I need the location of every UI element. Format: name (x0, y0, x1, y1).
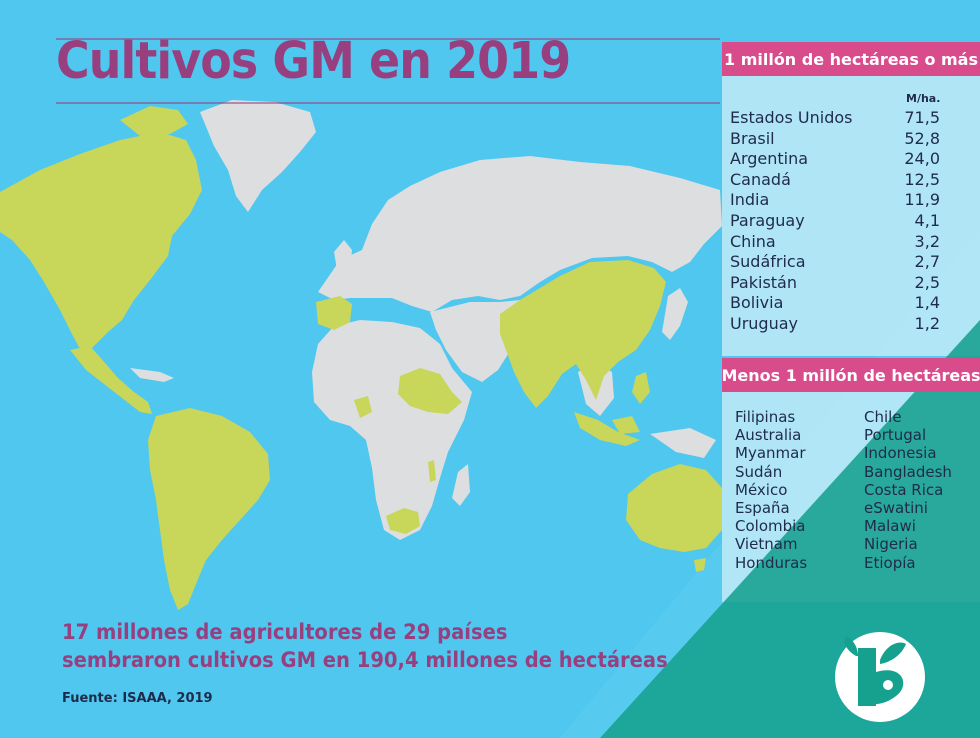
country-name: China (730, 231, 776, 251)
country-name: India (730, 190, 770, 210)
land-scandinavia (372, 190, 428, 262)
country-row: India 11,9 (730, 190, 940, 211)
country-row: Canadá 12,5 (730, 170, 940, 191)
unit-label: M/ha. (906, 92, 941, 105)
large-panel-header: 1 millón de hectáreas o más (722, 42, 980, 76)
country-name: Canadá (730, 169, 791, 189)
gm-australia (626, 464, 722, 552)
country-item: eSwatini (864, 499, 928, 518)
country-item: Myanmar (735, 444, 806, 463)
land-japan (662, 288, 688, 340)
country-row: China 3,2 (730, 232, 940, 253)
country-name: Sudáfrica (730, 252, 806, 272)
land-caribbean (130, 368, 174, 382)
large-country-list: Estados Unidos 71,5 Brasil 52,8 Argentina 24,… (730, 108, 940, 335)
hectares-value: 71,5 (904, 108, 940, 127)
large-panel-bg (722, 76, 980, 356)
country-row: Bolivia 1,4 (730, 293, 940, 314)
country-item: Chile (864, 408, 902, 426)
country-row: Estados Unidos 71,5 (730, 108, 940, 129)
country-row: Argentina 24,0 (730, 149, 940, 170)
country-item: Nigeria (864, 535, 918, 554)
page-title: Cultivos GM en 2019 (56, 32, 571, 91)
country-item: Indonesia (864, 444, 937, 463)
country-row: Pakistán 2,5 (730, 273, 940, 294)
small-country-list-col2: Chile Portugal Indonesia Bangladesh Costa Ri… (864, 408, 952, 572)
land-uk (334, 240, 352, 276)
hectares-value: 11,9 (904, 190, 940, 210)
land-new-guinea (650, 428, 716, 458)
small-panel-header: Menos 1 millón de hectáreas (721, 358, 980, 392)
gm-iberia (316, 296, 352, 330)
country-item: Vietnam (735, 535, 798, 554)
country-item: Sudán (735, 462, 783, 481)
country-name: Estados Unidos (730, 108, 853, 127)
country-item: México (735, 480, 788, 499)
gm-tasmania (694, 558, 706, 572)
country-item: Etiopía (864, 553, 916, 572)
gm-sudan-ethiopia (398, 368, 462, 414)
gm-south-africa (386, 508, 420, 534)
hectares-value: 24,0 (904, 149, 940, 169)
country-name: Pakistán (730, 272, 797, 292)
country-row: Paraguay 4,1 (730, 211, 940, 232)
land-madagascar (452, 464, 470, 506)
country-name: Paraguay (730, 210, 805, 230)
country-item: Portugal (864, 426, 927, 445)
country-row: Brasil 52,8 (730, 129, 940, 150)
gm-nigeria (354, 396, 372, 418)
gm-arctic-islands (120, 106, 188, 136)
gm-north-america (0, 132, 202, 356)
title-rule-bottom (56, 102, 720, 104)
footer-line-1: 17 millones de agricultores de 29 países (62, 620, 508, 644)
country-name: Argentina (730, 149, 809, 169)
hectares-value: 12,5 (904, 169, 940, 189)
country-item: Filipinas (735, 408, 796, 426)
gm-malawi (428, 460, 436, 482)
small-country-list-col1: Filipinas Australia Myanmar Sudán México Espa… (735, 408, 807, 572)
gm-philippines (632, 372, 650, 404)
country-item: Bangladesh (864, 462, 952, 481)
hectares-value: 1,2 (914, 313, 940, 333)
country-row: Uruguay 1,2 (730, 314, 940, 335)
hectares-value: 2,7 (914, 252, 940, 272)
hectares-value: 2,5 (914, 272, 940, 292)
hectares-value: 52,8 (904, 128, 940, 148)
gm-south-east-asia (500, 260, 666, 408)
country-item: Australia (735, 426, 802, 445)
gm-indonesia (574, 412, 640, 446)
country-item: España (735, 499, 790, 518)
country-name: Uruguay (730, 313, 798, 333)
country-row: Sudáfrica 2,7 (730, 252, 940, 273)
title-rule-top (56, 38, 720, 40)
country-item: Malawi (864, 517, 916, 536)
bio-leaf-b-logo (835, 632, 925, 722)
hectares-value: 4,1 (914, 210, 940, 230)
country-name: Brasil (730, 128, 775, 148)
gm-south-america (148, 408, 270, 610)
source-note: Fuente: ISAAA, 2019 (62, 691, 213, 706)
hectares-value: 3,2 (914, 231, 940, 251)
country-item: Colombia (735, 517, 806, 536)
hectares-value: 1,4 (914, 293, 940, 313)
country-name: Bolivia (730, 293, 784, 313)
country-item: Honduras (735, 553, 808, 572)
footer-line-2: sembraron cultivos GM en 190,4 millones … (62, 648, 668, 672)
gm-mexico (70, 346, 152, 414)
land-greenland (200, 100, 316, 212)
country-item: Costa Rica (864, 480, 944, 499)
